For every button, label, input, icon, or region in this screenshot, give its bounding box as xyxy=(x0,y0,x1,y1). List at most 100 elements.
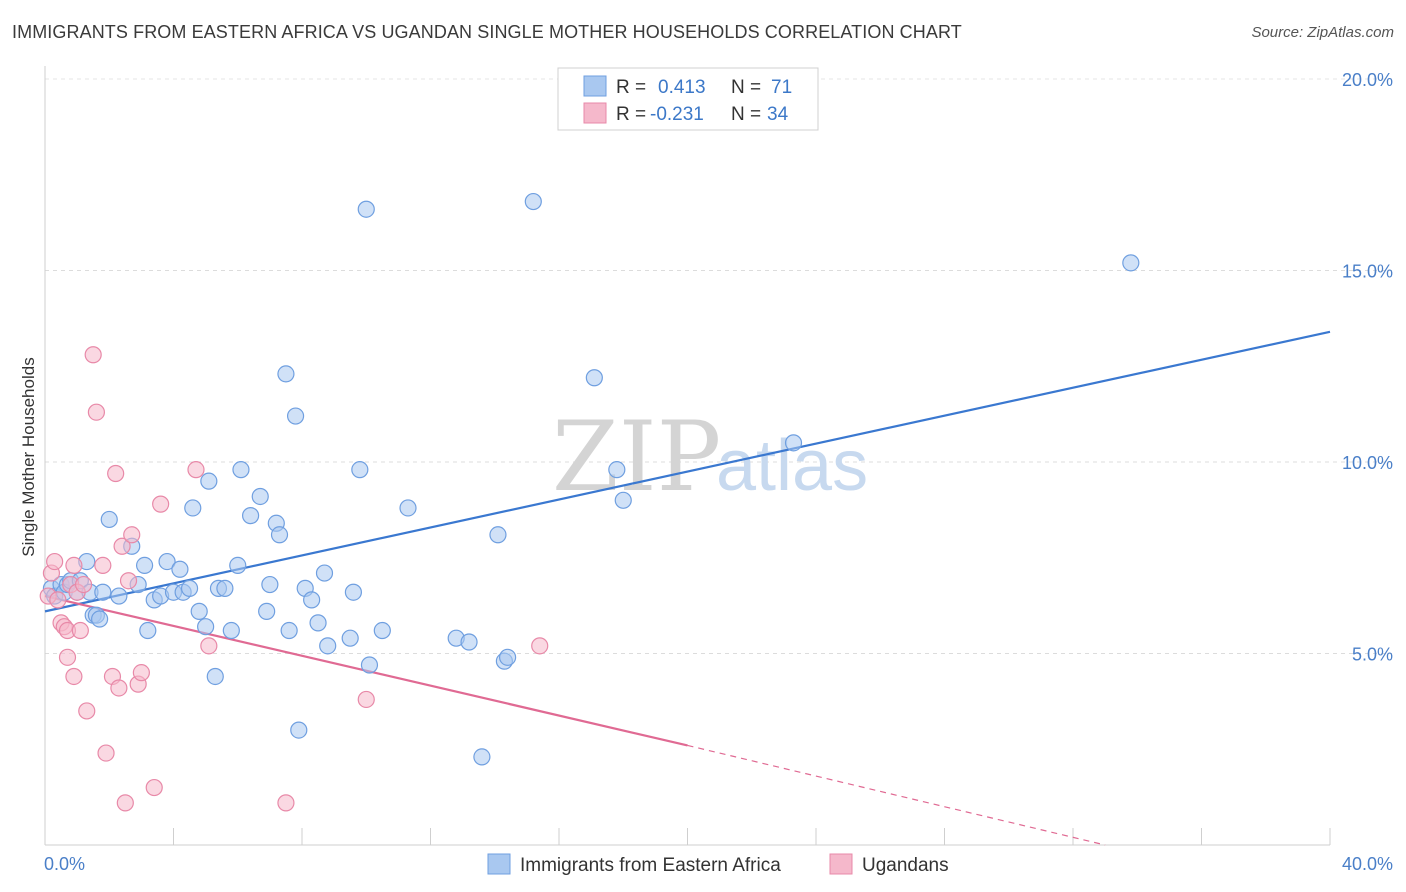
point-ugandans xyxy=(277,794,295,812)
point-eastern-africa xyxy=(614,491,632,509)
legend-n-label: N = xyxy=(731,104,761,125)
point-ugandans xyxy=(113,537,131,555)
point-ugandans xyxy=(65,556,83,575)
chart-title: IMMIGRANTS FROM EASTERN AFRICA VS UGANDA… xyxy=(12,22,962,42)
y-axis-label: Single Mother Households xyxy=(19,357,38,556)
point-ugandans xyxy=(357,690,375,709)
legend-swatch-eastern-africa xyxy=(583,75,607,97)
point-eastern-africa xyxy=(190,602,208,620)
point-eastern-africa xyxy=(197,618,215,636)
point-eastern-africa xyxy=(351,461,369,479)
axes: 5.0% 10.0% 15.0% 20.0% 0.0% 40.0% xyxy=(44,66,1393,874)
stats-legend: R = 0.413 N = 71 R = -0.231 N = 34 xyxy=(557,67,819,131)
point-eastern-africa xyxy=(286,407,305,425)
point-eastern-africa xyxy=(139,621,157,640)
point-eastern-africa xyxy=(1122,254,1140,272)
point-eastern-africa xyxy=(200,472,218,490)
point-ugandans xyxy=(65,667,83,686)
point-eastern-africa xyxy=(360,656,379,674)
point-ugandans xyxy=(119,572,138,590)
point-eastern-africa xyxy=(184,499,202,517)
legend-swatch-ugandans xyxy=(583,102,607,124)
legend-n-label: N = xyxy=(731,77,761,98)
legend-r-value: 0.413 xyxy=(658,77,706,98)
y-tick-label: 5.0% xyxy=(1352,645,1393,665)
point-ugandans xyxy=(531,637,549,655)
point-eastern-africa xyxy=(277,365,295,383)
point-ugandans xyxy=(84,346,102,364)
point-eastern-africa xyxy=(784,434,803,452)
point-ugandans xyxy=(107,464,125,483)
bottom-legend-label: Immigrants from Eastern Africa xyxy=(520,855,781,876)
point-eastern-africa xyxy=(524,192,542,211)
point-eastern-africa xyxy=(319,637,337,655)
point-eastern-africa xyxy=(100,510,118,529)
legend-r-label: R = xyxy=(616,77,646,98)
point-eastern-africa xyxy=(222,621,240,640)
point-eastern-africa xyxy=(290,721,308,739)
legend-r-value: -0.231 xyxy=(650,104,704,125)
point-ugandans xyxy=(87,403,106,421)
point-eastern-africa xyxy=(242,507,260,525)
point-eastern-africa xyxy=(499,648,517,666)
point-eastern-africa xyxy=(399,499,417,517)
legend-r-label: R = xyxy=(616,104,646,125)
bottom-legend-swatch-eastern-africa xyxy=(487,853,511,875)
point-ugandans xyxy=(187,461,205,479)
y-tick-label: 15.0% xyxy=(1342,262,1393,282)
point-eastern-africa xyxy=(158,552,176,571)
point-eastern-africa xyxy=(489,526,507,544)
point-ugandans xyxy=(94,556,112,575)
point-eastern-africa xyxy=(341,629,359,647)
point-eastern-africa xyxy=(251,487,269,506)
point-ugandans xyxy=(200,637,218,655)
point-ugandans xyxy=(78,702,96,720)
trend-line-ugandans-extrapolated xyxy=(687,744,1106,846)
point-eastern-africa xyxy=(91,610,109,628)
data-points xyxy=(39,192,1140,812)
point-eastern-africa xyxy=(110,587,128,605)
point-eastern-africa xyxy=(229,556,247,575)
point-ugandans xyxy=(152,495,170,513)
point-eastern-africa xyxy=(309,614,327,632)
point-eastern-africa xyxy=(94,583,112,601)
point-eastern-africa xyxy=(270,526,289,544)
point-eastern-africa xyxy=(261,575,279,594)
bottom-legend-swatch-ugandans xyxy=(829,853,853,875)
point-eastern-africa xyxy=(135,556,154,575)
x-tick-label: 0.0% xyxy=(44,854,85,874)
y-tick-label: 20.0% xyxy=(1342,70,1393,90)
point-ugandans xyxy=(46,552,64,571)
point-ugandans xyxy=(132,664,150,682)
point-ugandans xyxy=(97,744,115,762)
legend-n-value: 71 xyxy=(771,77,792,98)
point-ugandans xyxy=(123,526,141,544)
point-eastern-africa xyxy=(608,461,626,479)
point-eastern-africa xyxy=(344,583,362,601)
point-eastern-africa xyxy=(315,564,334,582)
point-eastern-africa xyxy=(232,461,250,479)
x-tick-label: 40.0% xyxy=(1342,854,1393,874)
trend-line-eastern-africa xyxy=(44,330,1331,613)
point-ugandans xyxy=(71,621,89,640)
point-eastern-africa xyxy=(585,369,603,387)
point-ugandans xyxy=(110,679,128,697)
y-tick-label: 10.0% xyxy=(1342,453,1393,473)
series-legend: Immigrants from Eastern Africa Ugandans xyxy=(487,853,949,876)
legend-n-value: 34 xyxy=(767,104,789,125)
point-eastern-africa xyxy=(180,579,199,597)
point-eastern-africa xyxy=(216,579,234,597)
point-eastern-africa xyxy=(206,667,224,686)
point-ugandans xyxy=(49,591,67,609)
point-ugandans xyxy=(58,648,77,666)
point-eastern-africa xyxy=(473,748,491,766)
point-eastern-africa xyxy=(171,560,189,578)
point-eastern-africa xyxy=(357,200,375,218)
point-ugandans xyxy=(116,794,134,812)
source-label: Source: ZipAtlas.com xyxy=(1251,24,1394,41)
point-eastern-africa xyxy=(258,602,276,620)
point-eastern-africa xyxy=(373,621,391,640)
point-ugandans xyxy=(145,778,163,797)
point-eastern-africa xyxy=(303,591,321,609)
